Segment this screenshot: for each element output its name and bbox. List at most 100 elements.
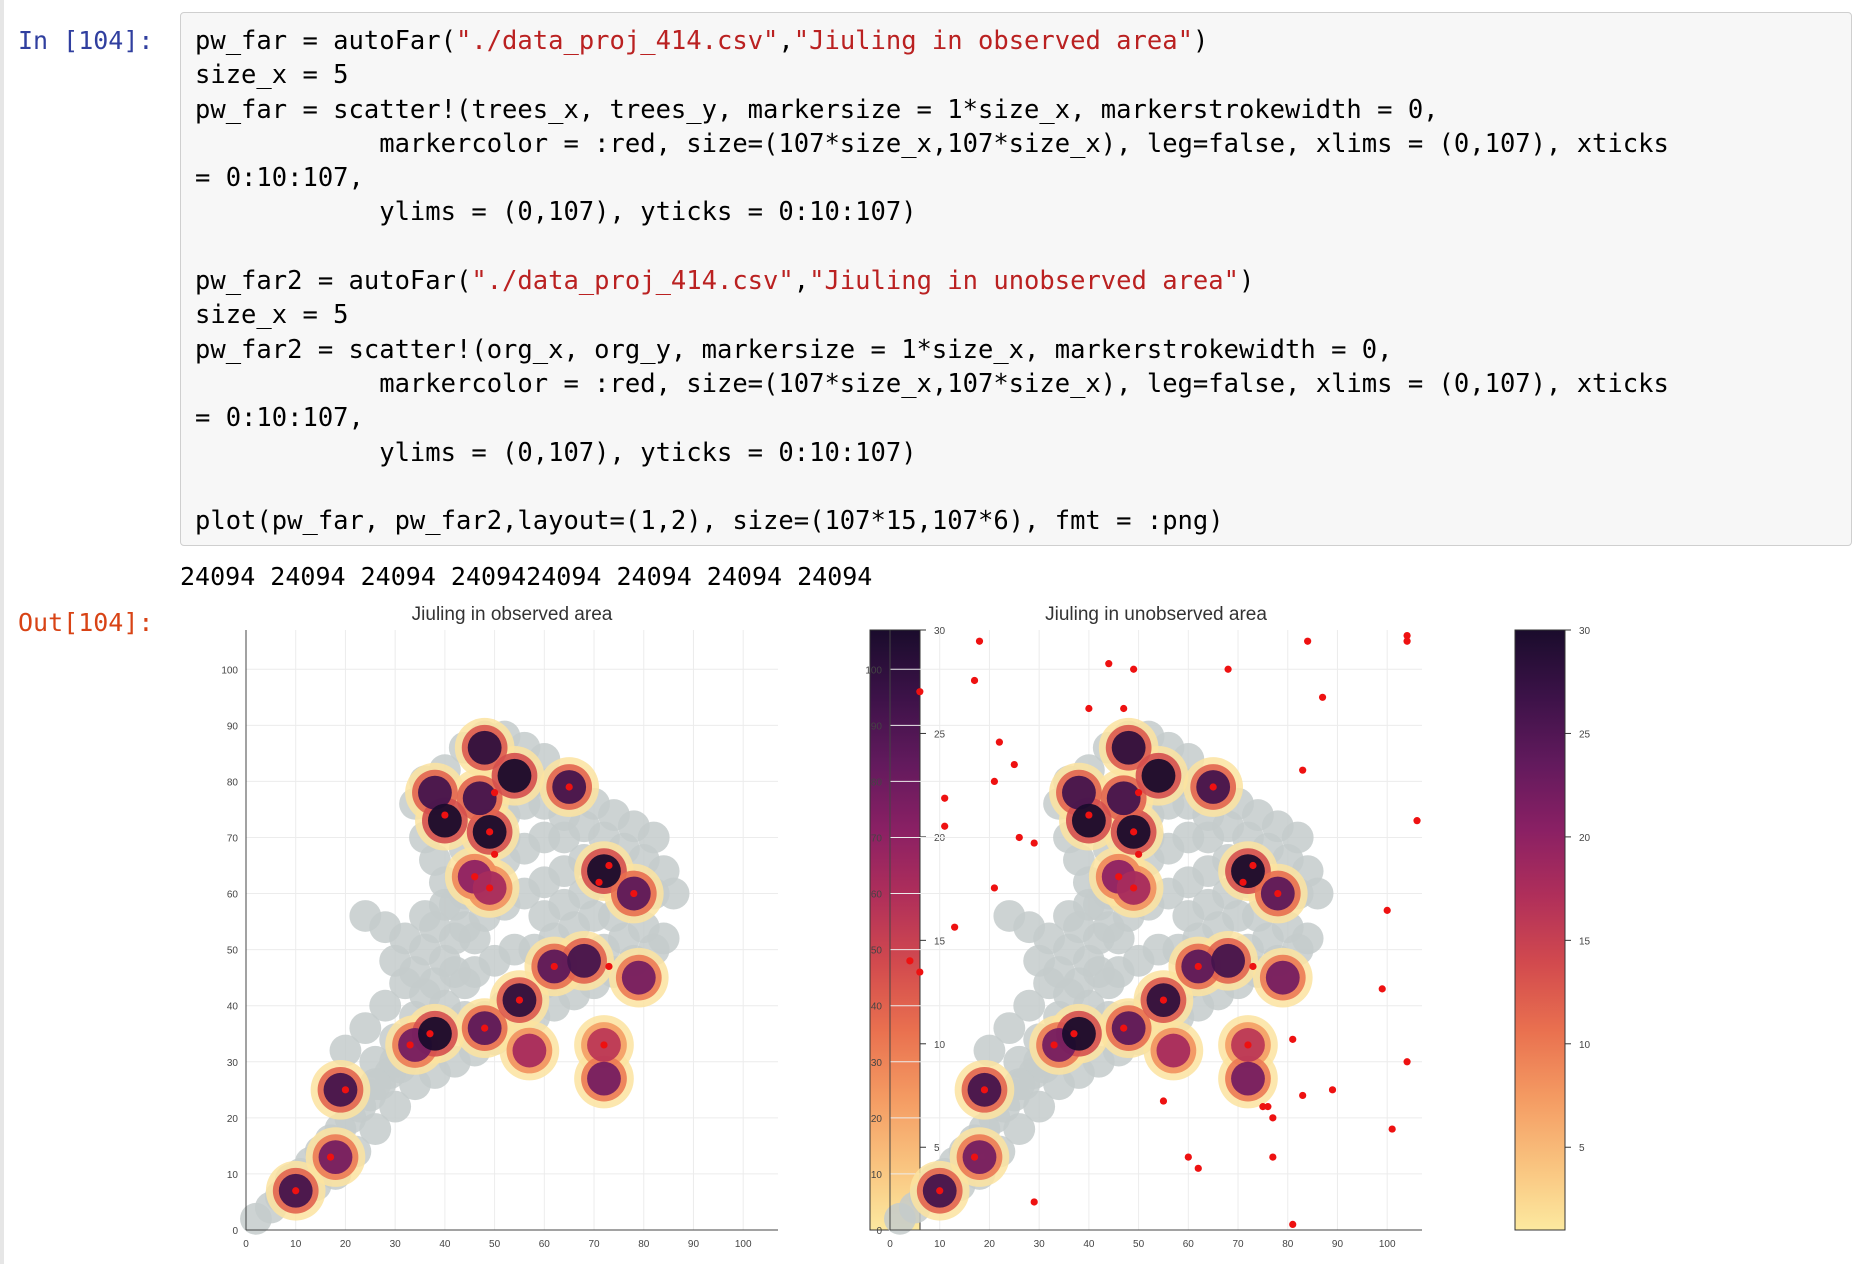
cluster-core xyxy=(1231,854,1265,889)
red-point xyxy=(1115,873,1123,881)
red-point xyxy=(1050,1041,1058,1049)
y-tick-label: 20 xyxy=(871,1114,883,1125)
cluster-core xyxy=(467,730,502,765)
gray-cloud-point xyxy=(359,1113,392,1145)
red-point xyxy=(1105,660,1113,668)
code-token: , xyxy=(793,266,810,297)
cluster-core xyxy=(567,943,601,978)
red-point xyxy=(1304,637,1312,645)
y-tick-label: 40 xyxy=(871,1002,883,1013)
red-point xyxy=(441,811,449,819)
code-token: ) xyxy=(1238,266,1255,297)
red-point xyxy=(481,1024,489,1032)
code-string: "Jiuling in unobserved area" xyxy=(809,266,1239,297)
code-line: pw_far = scatter!(trees_x, trees_y, mark… xyxy=(195,95,1439,125)
red-point xyxy=(995,738,1003,746)
x-tick-label: 30 xyxy=(1034,1239,1046,1250)
cluster-core xyxy=(1265,960,1300,995)
red-point xyxy=(1224,665,1232,673)
code-cell-editor[interactable]: pw_far = autoFar("./data_proj_414.csv","… xyxy=(180,12,1852,546)
code-token: pw_far2 = scatter!(org_x, org_y, markers… xyxy=(195,334,1393,365)
y-tick-label: 60 xyxy=(227,890,239,901)
code-line: pw_far2 = scatter!(org_x, org_y, markers… xyxy=(195,335,1392,365)
x-tick-label: 40 xyxy=(1083,1239,1095,1250)
code-token: plot(pw_far, pw_far2,layout=(1,2), size=… xyxy=(195,506,1224,537)
red-point xyxy=(1030,1198,1038,1206)
red-point xyxy=(1264,1103,1272,1111)
cluster-core xyxy=(1106,781,1141,816)
code-token: size_x = 5 xyxy=(195,300,349,331)
red-point xyxy=(1299,1091,1307,1100)
red-point xyxy=(490,850,499,858)
code-token: ) xyxy=(1192,26,1209,56)
gray-cloud-point xyxy=(1072,944,1105,977)
code-line: ylims = (0,107), yticks = 0:10:107) xyxy=(195,197,916,227)
x-tick-label: 60 xyxy=(539,1239,551,1250)
gray-cloud-point xyxy=(1172,900,1205,932)
y-tick-label: 100 xyxy=(221,665,238,676)
red-point xyxy=(341,1086,350,1094)
x-tick-label: 90 xyxy=(1332,1239,1344,1250)
code-line: = 0:10:107, xyxy=(195,403,364,433)
red-point xyxy=(1249,861,1257,870)
red-point xyxy=(1130,665,1138,673)
code-string: "./data_proj_414.csv" xyxy=(456,26,779,56)
red-point xyxy=(1269,1114,1277,1122)
red-point xyxy=(1184,1153,1192,1161)
red-point xyxy=(1239,878,1247,886)
code-line: markercolor = :red, size=(107*size_x,107… xyxy=(195,369,1669,399)
red-point xyxy=(600,1041,608,1049)
code-token: pw_far = autoFar( xyxy=(195,26,456,56)
output-prompt: Out[104]: xyxy=(18,608,154,637)
y-tick-label: 90 xyxy=(227,721,239,732)
colorbar-tick-label: 25 xyxy=(1579,729,1591,740)
red-point xyxy=(941,794,949,802)
red-point xyxy=(980,1086,989,1094)
red-point xyxy=(970,676,979,685)
cluster-core xyxy=(1062,1016,1096,1051)
x-tick-label: 40 xyxy=(439,1239,451,1250)
x-tick-label: 90 xyxy=(688,1239,700,1250)
x-tick-label: 70 xyxy=(588,1239,600,1250)
gray-cloud-point xyxy=(1043,956,1075,988)
gray-cloud-point xyxy=(548,821,581,854)
code-string: "Jiuling in observed area" xyxy=(793,26,1193,56)
gray-cloud-point xyxy=(993,1012,1026,1045)
code-token: ylims = (0,107), yticks = 0:10:107) xyxy=(195,437,917,468)
code-line: pw_far2 = autoFar("./data_proj_414.csv",… xyxy=(195,266,1254,296)
red-point xyxy=(1134,850,1143,858)
red-point xyxy=(936,1187,944,1195)
gray-cloud-point xyxy=(349,1012,382,1045)
code-text[interactable]: pw_far = autoFar("./data_proj_414.csv","… xyxy=(195,24,1669,538)
red-point xyxy=(1299,766,1307,774)
red-point xyxy=(990,777,999,786)
code-token: = 0:10:107, xyxy=(195,163,364,194)
y-tick-label: 70 xyxy=(227,833,239,844)
gray-cloud-point xyxy=(1192,821,1225,854)
red-point xyxy=(906,957,914,965)
red-point xyxy=(951,923,959,931)
cluster-core xyxy=(497,758,532,793)
code-token: markercolor = :red, size=(107*size_x,107… xyxy=(195,368,1669,399)
colorbar-tick-label: 15 xyxy=(1579,936,1591,947)
y-tick-label: 10 xyxy=(227,1170,239,1181)
gray-cloud-point xyxy=(528,900,561,932)
red-point xyxy=(486,884,494,892)
cluster-core xyxy=(427,803,462,838)
red-point xyxy=(1134,789,1143,797)
cluster-core xyxy=(1111,730,1146,765)
chart-title: Jiuling in unobserved area xyxy=(1045,604,1267,625)
red-point xyxy=(1328,1086,1337,1094)
y-tick-label: 40 xyxy=(227,1002,239,1013)
colorbar xyxy=(1514,629,1566,1231)
cluster-core xyxy=(1211,943,1245,978)
gray-cloud-point xyxy=(399,956,431,988)
red-point xyxy=(1289,1035,1297,1043)
cluster-core xyxy=(418,1016,452,1051)
red-point xyxy=(1289,1220,1297,1228)
cluster-core xyxy=(1111,1011,1146,1046)
y-tick-label: 0 xyxy=(876,1226,882,1237)
red-point xyxy=(1159,1097,1168,1105)
code-token: size_x = 5 xyxy=(195,60,349,91)
y-tick-label: 60 xyxy=(871,890,883,901)
